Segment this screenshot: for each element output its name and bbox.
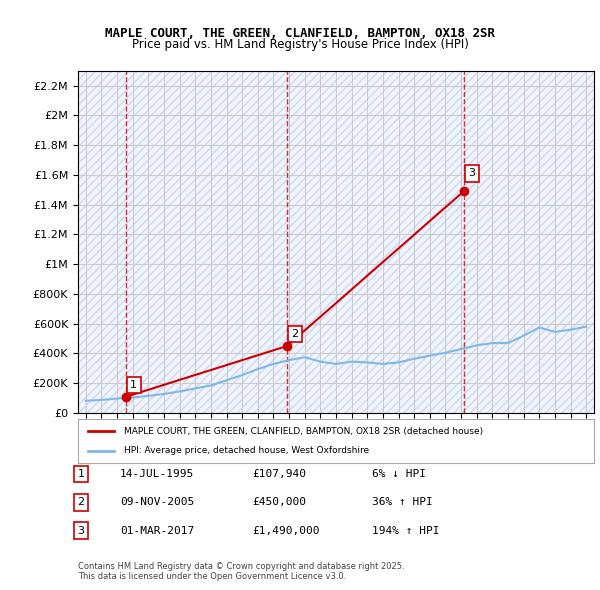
Text: 1: 1	[77, 469, 85, 479]
Text: 2: 2	[292, 329, 299, 339]
Text: 36% ↑ HPI: 36% ↑ HPI	[372, 497, 433, 507]
Text: 3: 3	[469, 168, 475, 178]
Text: Price paid vs. HM Land Registry's House Price Index (HPI): Price paid vs. HM Land Registry's House …	[131, 38, 469, 51]
Text: £1,490,000: £1,490,000	[252, 526, 320, 536]
Text: 194% ↑ HPI: 194% ↑ HPI	[372, 526, 439, 536]
Text: 09-NOV-2005: 09-NOV-2005	[120, 497, 194, 507]
Text: MAPLE COURT, THE GREEN, CLANFIELD, BAMPTON, OX18 2SR (detached house): MAPLE COURT, THE GREEN, CLANFIELD, BAMPT…	[124, 427, 484, 436]
Text: 1: 1	[130, 380, 137, 390]
Text: 6% ↓ HPI: 6% ↓ HPI	[372, 469, 426, 479]
Text: 01-MAR-2017: 01-MAR-2017	[120, 526, 194, 536]
Text: 2: 2	[77, 497, 85, 507]
Text: 3: 3	[77, 526, 85, 536]
Text: £107,940: £107,940	[252, 469, 306, 479]
Text: HPI: Average price, detached house, West Oxfordshire: HPI: Average price, detached house, West…	[124, 446, 370, 455]
Text: £450,000: £450,000	[252, 497, 306, 507]
Text: 14-JUL-1995: 14-JUL-1995	[120, 469, 194, 479]
Text: MAPLE COURT, THE GREEN, CLANFIELD, BAMPTON, OX18 2SR: MAPLE COURT, THE GREEN, CLANFIELD, BAMPT…	[105, 27, 495, 40]
Text: Contains HM Land Registry data © Crown copyright and database right 2025.
This d: Contains HM Land Registry data © Crown c…	[78, 562, 404, 581]
